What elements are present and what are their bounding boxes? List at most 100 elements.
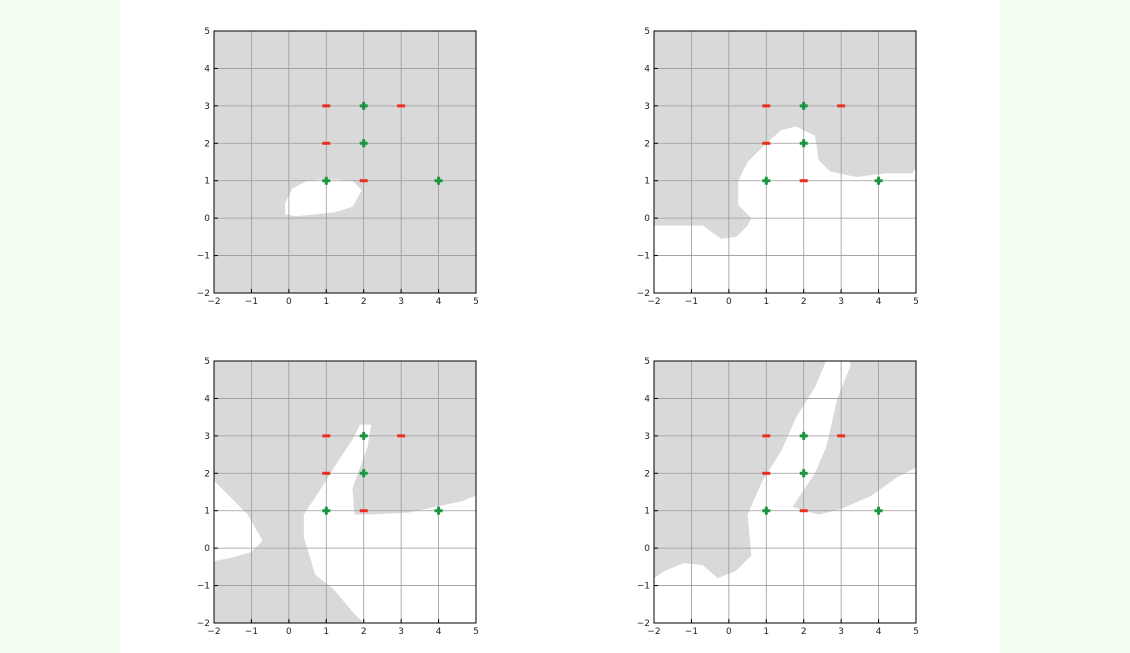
x-tick-label: 2: [801, 627, 807, 637]
y-tick-label: 3: [644, 432, 650, 442]
y-tick-label: −1: [637, 252, 650, 262]
x-tick-label: 2: [801, 297, 807, 307]
negative-point: [322, 104, 331, 108]
plot-area: [654, 361, 916, 623]
negative-point: [397, 434, 406, 438]
y-tick-label: 4: [204, 64, 210, 74]
plot-area: [214, 31, 476, 293]
x-tick-label: 2: [361, 627, 367, 637]
positive-point: [799, 469, 808, 478]
negative-point: [762, 104, 771, 108]
y-tick-label: 0: [644, 544, 650, 554]
x-tick-label: 3: [398, 627, 404, 637]
positive-point: [762, 176, 771, 185]
white-region: [285, 178, 362, 217]
axes-frame: [653, 360, 917, 624]
positive-point: [799, 139, 808, 148]
x-tick-label: −1: [685, 297, 698, 307]
axes-frame: [213, 360, 477, 624]
chart-panel-2: −2 −1 0 1 2 3 4 5 −2 −1 0 1 2 3 4 5: [637, 27, 919, 307]
y-tick-label: 1: [204, 177, 210, 187]
x-tick-label: 3: [838, 297, 844, 307]
positive-point: [359, 431, 368, 440]
x-tick-label: 4: [876, 627, 882, 637]
gray-region: [214, 31, 476, 293]
x-tick-label: 1: [323, 297, 329, 307]
positive-point: [359, 139, 368, 148]
x-tick-label: −1: [685, 627, 698, 637]
positive-point: [762, 506, 771, 515]
white-region: [303, 424, 476, 623]
y-tick-label: −1: [637, 582, 650, 592]
y-tick-label: −2: [197, 619, 210, 629]
negative-point: [359, 179, 368, 183]
positive-point: [874, 506, 883, 515]
x-tick-label: 1: [323, 627, 329, 637]
plot-area: [654, 31, 916, 293]
y-tick-label: 5: [644, 27, 650, 37]
y-tick-label: 3: [644, 102, 650, 112]
x-tick-label: 3: [838, 627, 844, 637]
negative-point: [322, 434, 331, 438]
x-tick-label: −2: [207, 627, 220, 637]
x-tick-label: 5: [913, 627, 919, 637]
x-tick-label: 1: [763, 627, 769, 637]
x-tick-label: 5: [473, 627, 479, 637]
plot-area: [214, 361, 476, 623]
x-tick-label: 2: [361, 297, 367, 307]
x-tick-label: 1: [763, 297, 769, 307]
x-tick-label: −1: [245, 297, 258, 307]
negative-point: [762, 434, 771, 438]
figure-svg: −2 −1 0 1 2 3 4 5 −2 −1 0 1 2 3 4 5 −2 −1 0 1 2 3 4 5 −2 −1 0 1 2 3 4 5…: [197, 27, 919, 637]
positive-point: [434, 506, 443, 515]
chart-panel-3: −2 −1 0 1 2 3 4 5 −2 −1 0 1 2 3 4 5: [197, 357, 479, 637]
positive-point: [874, 176, 883, 185]
y-tick-label: 5: [644, 357, 650, 367]
positive-point: [359, 469, 368, 478]
x-tick-label: 4: [876, 297, 882, 307]
negative-point: [799, 179, 808, 183]
negative-point: [359, 509, 368, 513]
white-region: [654, 361, 916, 623]
y-tick-label: 3: [204, 102, 210, 112]
negative-point: [799, 509, 808, 513]
y-tick-label: −2: [197, 289, 210, 299]
negative-point: [762, 471, 771, 475]
white-region: [214, 480, 263, 562]
x-tick-label: 0: [286, 297, 292, 307]
x-tick-label: −2: [647, 627, 660, 637]
x-tick-label: 5: [473, 297, 479, 307]
x-tick-label: 4: [436, 297, 442, 307]
y-tick-label: 5: [204, 357, 210, 367]
negative-point: [397, 104, 406, 108]
x-tick-label: −2: [647, 297, 660, 307]
x-tick-label: 5: [913, 297, 919, 307]
x-tick-label: −1: [245, 627, 258, 637]
negative-point: [762, 141, 771, 145]
y-tick-label: 4: [644, 64, 650, 74]
x-tick-label: 4: [436, 627, 442, 637]
axes-frame: [213, 30, 477, 294]
negative-point: [322, 471, 331, 475]
positive-point: [799, 101, 808, 110]
negative-point: [837, 104, 846, 108]
y-tick-label: 2: [204, 469, 210, 479]
x-tick-label: 0: [726, 297, 732, 307]
y-tick-label: −2: [637, 619, 650, 629]
negative-point: [322, 141, 331, 145]
x-tick-label: 0: [286, 627, 292, 637]
axes-frame: [653, 30, 917, 294]
y-tick-label: 2: [644, 139, 650, 149]
white-region: [654, 126, 916, 293]
y-tick-label: 1: [644, 177, 650, 187]
positive-point: [322, 176, 331, 185]
x-tick-label: 3: [398, 297, 404, 307]
y-tick-label: 2: [204, 139, 210, 149]
chart-panel-1: −2 −1 0 1 2 3 4 5 −2 −1 0 1 2 3 4 5: [197, 27, 479, 307]
y-tick-label: −1: [197, 582, 210, 592]
y-tick-label: 0: [204, 214, 210, 224]
y-tick-label: −1: [197, 252, 210, 262]
gray-region: [818, 361, 916, 515]
y-tick-label: 3: [204, 432, 210, 442]
y-tick-label: 2: [644, 469, 650, 479]
